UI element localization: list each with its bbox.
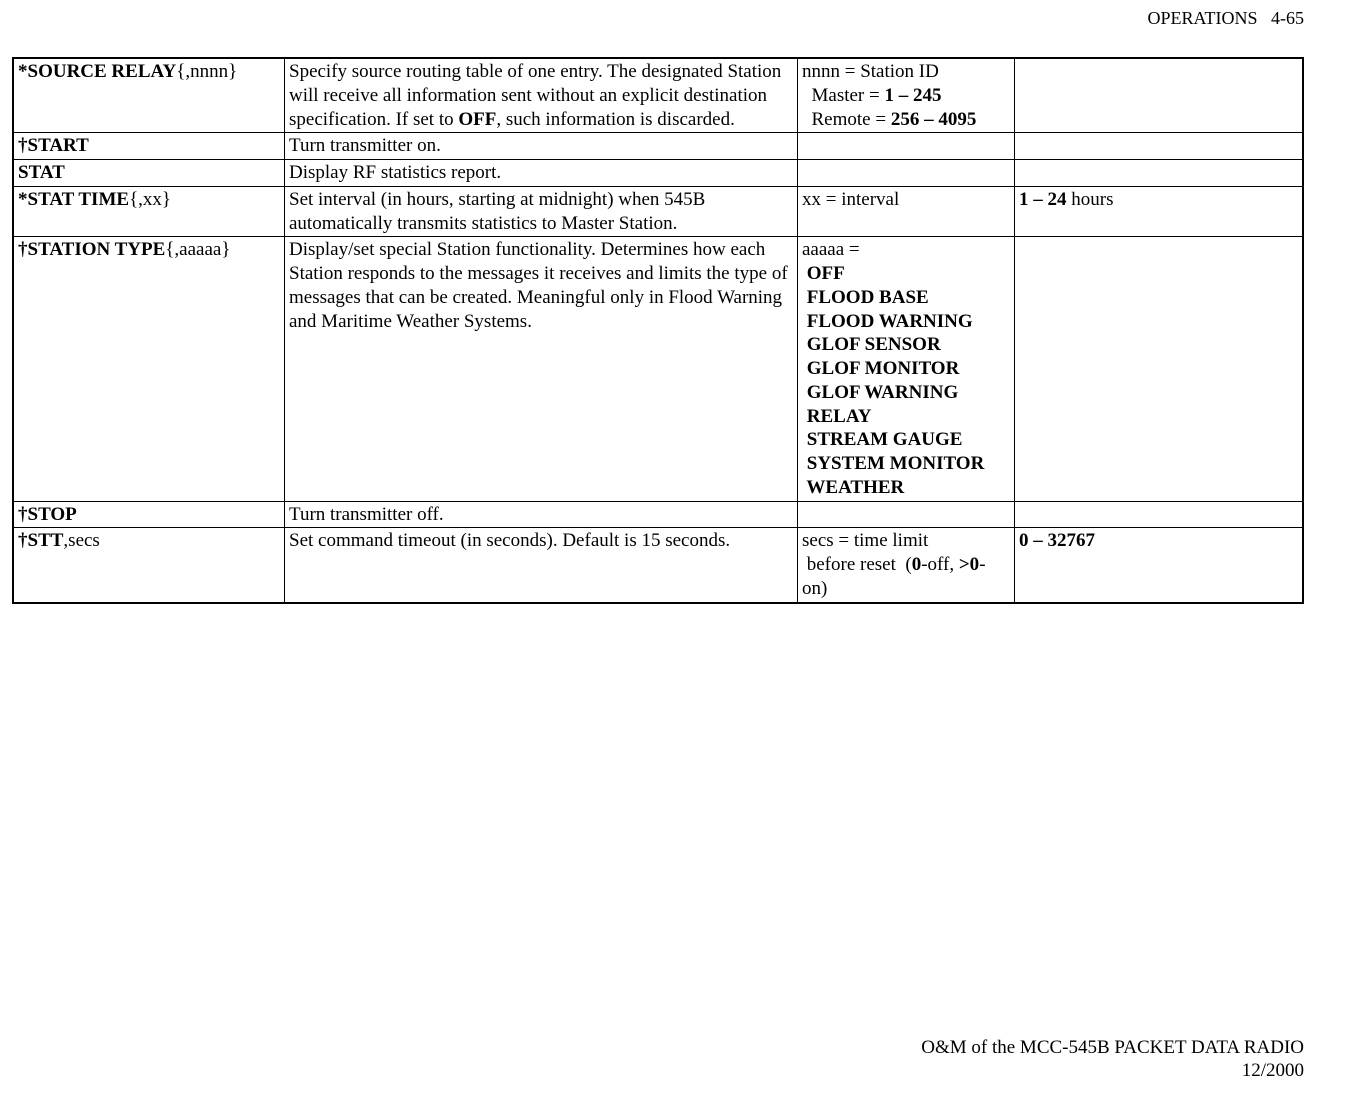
description-cell: Specify source routing table of one entr… [285,58,798,133]
params-cell [798,160,1015,187]
params-cell: secs = time limit before reset (0-off, >… [798,528,1015,603]
description-cell: Turn transmitter off. [285,501,798,528]
description-cell: Set interval (in hours, starting at midn… [285,186,798,237]
range-cell [1015,58,1304,133]
param-text: Master = [802,85,884,106]
desc-text: , such information is discarded. [496,109,735,130]
param-option: GLOF SENSOR [802,334,941,355]
param-option: GLOF WARNING [802,382,958,403]
footer-title: O&M of the MCC-545B PACKET DATA RADIO [921,1037,1304,1058]
param-option: FLOOD WARNING [802,311,973,332]
param-bold: 256 – 4095 [891,109,977,130]
param-option: WEATHER [802,477,904,498]
footer-date: 12/2000 [1242,1060,1304,1081]
param-option: SYSTEM MONITOR [802,453,984,474]
params-cell [798,133,1015,160]
command-bold: †STOP [18,504,77,525]
param-bold: 0 [912,554,922,575]
command-cell: *STAT TIME{,xx} [13,186,285,237]
table-row: STAT Display RF statistics report. [13,160,1303,187]
command-bold: †START [18,135,89,156]
param-text: secs = time limit [802,530,928,551]
range-cell [1015,133,1304,160]
table-row: *SOURCE RELAY{,nnnn} Specify source rout… [13,58,1303,133]
command-table-wrap: *SOURCE RELAY{,nnnn} Specify source rout… [12,57,1304,604]
page-footer: O&M of the MCC-545B PACKET DATA RADIO 12… [921,1036,1304,1084]
description-cell: Display RF statistics report. [285,160,798,187]
command-cell: †STOP [13,501,285,528]
param-text: nnnn = Station ID [802,61,939,82]
range-bold: 0 – 32767 [1019,530,1095,551]
table-row: †START Turn transmitter on. [13,133,1303,160]
command-suffix: {,nnnn} [176,61,237,82]
command-suffix: {,aaaaa} [165,239,230,260]
table-row: †STOP Turn transmitter off. [13,501,1303,528]
page-header: OPERATIONS 4-65 [1147,8,1304,29]
desc-text: Set interval (in hours, starting at midn… [289,189,705,234]
param-text: before reset ( [802,554,912,575]
param-option: FLOOD BASE [802,287,929,308]
desc-text: Turn transmitter on. [289,135,441,156]
param-option: RELAY [802,406,872,427]
desc-text: Set command timeout (in seconds). Defaul… [289,530,730,551]
command-table: *SOURCE RELAY{,nnnn} Specify source rout… [12,57,1304,604]
command-suffix: ,secs [63,530,99,551]
desc-text: Display RF statistics report. [289,162,501,183]
table-row: †STT,secs Set command timeout (in second… [13,528,1303,603]
command-bold: *STAT TIME [18,189,129,210]
params-cell: nnnn = Station ID Master = 1 – 245 Remot… [798,58,1015,133]
command-cell: *SOURCE RELAY{,nnnn} [13,58,285,133]
param-bold: 1 – 245 [884,85,941,106]
description-cell: Turn transmitter on. [285,133,798,160]
params-cell: aaaaa = OFF FLOOD BASE FLOOD WARNING GLO… [798,237,1015,501]
table-row: *STAT TIME{,xx} Set interval (in hours, … [13,186,1303,237]
section-label: OPERATIONS [1147,8,1257,28]
command-cell: †STATION TYPE{,aaaaa} [13,237,285,501]
command-cell: STAT [13,160,285,187]
range-cell: 1 – 24 hours [1015,186,1304,237]
range-bold: 1 – 24 [1019,189,1067,210]
param-text: -off, [921,554,959,575]
page-number: 4-65 [1271,8,1304,28]
param-text: aaaaa = [802,239,860,260]
range-cell [1015,501,1304,528]
desc-text: Turn transmitter off. [289,504,444,525]
command-suffix: {,xx} [129,189,171,210]
param-option: OFF [802,263,845,284]
range-cell [1015,237,1304,501]
description-cell: Set command timeout (in seconds). Defaul… [285,528,798,603]
table-row: †STATION TYPE{,aaaaa} Display/set specia… [13,237,1303,501]
params-cell [798,501,1015,528]
range-text: hours [1067,189,1114,210]
command-bold: †STATION TYPE [18,239,165,260]
desc-text: Display/set special Station functionalit… [289,239,788,331]
param-bold: >0 [959,554,979,575]
command-bold: †STT [18,530,63,551]
description-cell: Display/set special Station functionalit… [285,237,798,501]
range-cell: 0 – 32767 [1015,528,1304,603]
command-bold: STAT [18,162,65,183]
range-cell [1015,160,1304,187]
param-text: Remote = [802,109,891,130]
param-option: STREAM GAUGE [802,429,962,450]
command-cell: †STT,secs [13,528,285,603]
param-text: xx = interval [802,189,899,210]
params-cell: xx = interval [798,186,1015,237]
command-bold: *SOURCE RELAY [18,61,176,82]
command-cell: †START [13,133,285,160]
param-option: GLOF MONITOR [802,358,959,379]
desc-bold: OFF [458,109,496,130]
